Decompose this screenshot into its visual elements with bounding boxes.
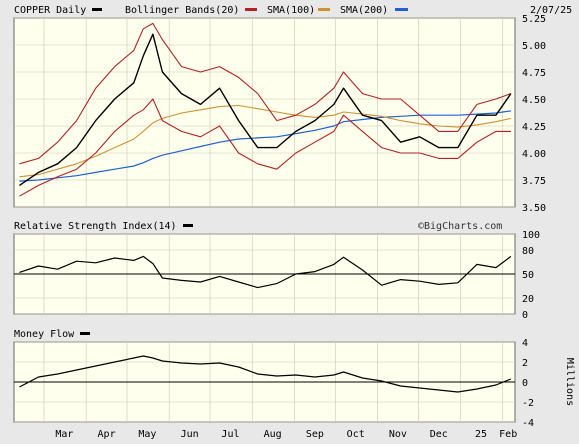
y-tick-label: 80: [522, 246, 534, 257]
y-tick-label: 4.25: [522, 122, 546, 133]
y-tick-label: 4.00: [522, 149, 546, 160]
y-tick-label: 0: [522, 378, 528, 389]
price-y-axis: 5.25 5.00 4.75 4.50 4.25 4.00 3.75 3.50: [522, 14, 546, 214]
x-axis: Mar Apr May Jun Jul Aug Sep Oct Nov Dec 25 Feb: [55, 429, 517, 440]
x-tick-label: 25: [475, 429, 487, 440]
x-tick-label: Sep: [306, 429, 324, 440]
x-tick-label: Aug: [264, 429, 282, 440]
x-tick-label: Jul: [221, 429, 239, 440]
x-tick-label: Jun: [181, 429, 199, 440]
money-flow-ylabel: Millions: [564, 358, 575, 406]
y-tick-label: 3.75: [522, 176, 546, 187]
chart-header: COPPER Daily Bollinger Bands(20) SMA(100…: [14, 5, 572, 16]
price-panel: [14, 18, 515, 207]
symbol-label: COPPER Daily: [14, 5, 86, 16]
y-tick-label: 5.25: [522, 14, 546, 25]
legend-bollinger-label: Bollinger Bands(20): [125, 5, 239, 16]
x-tick-label: Dec: [430, 429, 448, 440]
x-tick-label: Mar: [55, 429, 73, 440]
y-tick-label: 50: [522, 270, 534, 281]
y-tick-label: 4.50: [522, 95, 546, 106]
x-tick-label: Nov: [389, 429, 407, 440]
y-tick-label: 20: [522, 294, 534, 305]
y-tick-label: 100: [522, 230, 540, 241]
x-tick-label: Oct: [347, 429, 365, 440]
x-tick-label: May: [138, 429, 156, 440]
rsi-title: Relative Strength Index(14): [14, 221, 177, 232]
y-tick-label: 2: [522, 358, 528, 369]
y-tick-label: 4: [522, 338, 528, 349]
y-tick-label: 3.50: [522, 203, 546, 214]
y-tick-label: 4.75: [522, 68, 546, 79]
watermark: ©BigCharts.com: [418, 221, 502, 232]
y-tick-label: 5.00: [522, 41, 546, 52]
y-tick-label: 0: [522, 310, 528, 321]
legend-sma200-label: SMA(200): [340, 5, 388, 16]
x-tick-label: Apr: [98, 429, 116, 440]
y-tick-label: -2: [522, 398, 534, 409]
x-tick-label: Feb: [499, 429, 517, 440]
money-flow-title: Money Flow: [14, 329, 75, 340]
y-tick-label: -4: [522, 418, 534, 429]
legend-sma100-label: SMA(100): [267, 5, 315, 16]
money-flow-y-axis: 4 2 0 -2 -4: [522, 338, 534, 429]
rsi-y-axis: 100 80 50 20 0: [522, 230, 540, 321]
